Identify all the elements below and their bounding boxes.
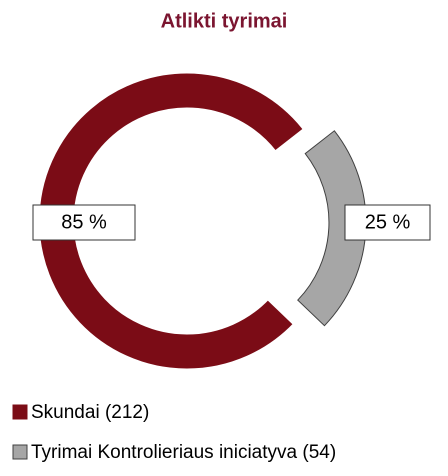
label-box — [344, 204, 431, 241]
legend-swatch — [12, 444, 28, 460]
label-box — [32, 204, 136, 241]
data-label: 25 % — [365, 211, 411, 233]
donut-slice — [297, 130, 367, 327]
legend-label: Skundai (212) — [31, 402, 149, 423]
legend-label: Tyrimai Kontrolieriaus iniciatyva (54) — [31, 442, 336, 463]
slices — [36, 70, 367, 372]
chart-title: Atlikti tyrimai — [161, 10, 288, 32]
data-label: 85 % — [61, 211, 107, 233]
labels: 25 % 85 % — [32, 204, 431, 241]
donut-slice — [36, 70, 307, 372]
legend-swatch — [12, 404, 28, 420]
